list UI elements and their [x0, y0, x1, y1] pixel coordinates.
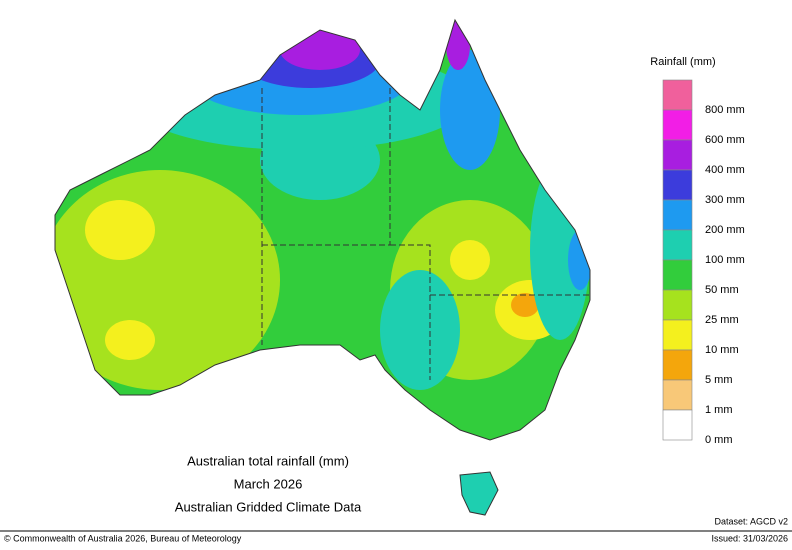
- issued: Issued: 31/03/2026: [711, 533, 788, 543]
- legend-label: 25 mm: [705, 314, 739, 326]
- legend-swatch: [662, 319, 693, 351]
- legend-swatch: [662, 349, 693, 381]
- legend: 800 mm 600 mm 400 mm 300 mm 200 mm 100 mm 50 m…: [662, 79, 745, 446]
- legend-label: 50 mm: [705, 284, 739, 296]
- map-title: March 2026: [234, 476, 303, 491]
- map-title: Australian Gridded Climate Data: [175, 499, 362, 514]
- legend-label: 10 mm: [705, 344, 739, 356]
- legend-swatch: [662, 199, 693, 231]
- legend-swatch: [662, 169, 693, 201]
- legend-swatch: [662, 409, 693, 441]
- legend-swatch: [662, 289, 693, 321]
- legend-swatch: [662, 229, 693, 261]
- dataset: Dataset: AGCD v2: [714, 516, 788, 526]
- rain-zone: [85, 200, 155, 260]
- legend-label: 400 mm: [705, 164, 745, 176]
- state-borders: [261, 88, 590, 380]
- copyright: © Commonwealth of Australia 2026, Bureau…: [4, 533, 242, 543]
- map-title: Australian total rainfall (mm): [187, 453, 349, 468]
- legend-label: 300 mm: [705, 194, 745, 206]
- legend-label: 600 mm: [705, 134, 745, 146]
- legend-label: 100 mm: [705, 254, 745, 266]
- rain-zone: [511, 293, 539, 317]
- legend-label: 800 mm: [705, 104, 745, 116]
- legend-title: Rainfall (mm): [650, 56, 715, 68]
- coastline: [54, 18, 591, 441]
- legend-swatch: [662, 109, 693, 141]
- legend-label: 5 mm: [705, 374, 733, 386]
- tasmania: [459, 471, 499, 516]
- rain-zone: [380, 270, 460, 390]
- legend-swatch: [662, 139, 693, 171]
- legend-swatch: [662, 379, 693, 411]
- legend-swatch: [662, 259, 693, 291]
- legend-label: 200 mm: [705, 224, 745, 236]
- legend-label: 1 mm: [705, 404, 733, 416]
- rain-zone: [450, 240, 490, 280]
- rain-zone: [105, 320, 155, 360]
- legend-label: 0 mm: [705, 434, 733, 446]
- legend-swatch: [662, 79, 693, 111]
